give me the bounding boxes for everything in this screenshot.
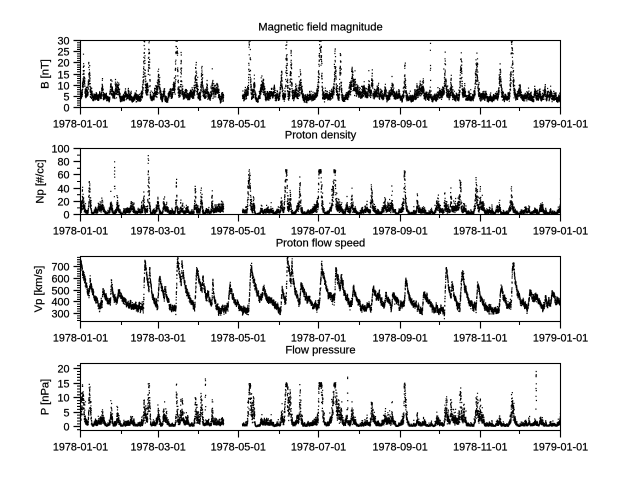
svg-text:1978-05-01: 1978-05-01 [211, 333, 266, 345]
svg-text:1978-07-01: 1978-07-01 [291, 119, 346, 131]
svg-text:1978-11-01: 1978-11-01 [453, 119, 507, 131]
svg-text:Proton density: Proton density [285, 130, 357, 142]
svg-text:500: 500 [51, 285, 69, 297]
svg-text:1978-07-01: 1978-07-01 [291, 442, 346, 454]
svg-text:1978-11-01: 1978-11-01 [453, 226, 507, 238]
svg-text:1978-09-01: 1978-09-01 [372, 442, 427, 454]
svg-text:0: 0 [63, 421, 69, 433]
svg-text:Magnetic field magnitude: Magnetic field magnitude [258, 22, 382, 34]
svg-text:1978-09-01: 1978-09-01 [372, 119, 427, 131]
svg-text:1978-03-01: 1978-03-01 [130, 226, 185, 238]
svg-text:600: 600 [51, 273, 69, 285]
svg-text:10: 10 [57, 80, 69, 92]
svg-text:40: 40 [57, 183, 69, 195]
svg-text:1978-01-01: 1978-01-01 [53, 442, 108, 454]
svg-text:P [nPa]: P [nPa] [39, 379, 51, 416]
svg-text:1978-01-01: 1978-01-01 [53, 333, 108, 345]
svg-text:1979-01-01: 1979-01-01 [533, 119, 588, 131]
svg-text:1978-05-01: 1978-05-01 [211, 442, 266, 454]
svg-text:1978-07-01: 1978-07-01 [291, 226, 346, 238]
svg-text:Vp [km/s]: Vp [km/s] [33, 266, 45, 313]
svg-text:1978-01-01: 1978-01-01 [53, 119, 108, 131]
svg-text:Np [#/cc]: Np [#/cc] [35, 159, 47, 203]
svg-text:30: 30 [57, 35, 69, 47]
svg-text:5: 5 [63, 91, 69, 103]
svg-text:1978-03-01: 1978-03-01 [130, 442, 185, 454]
svg-text:60: 60 [57, 169, 69, 181]
svg-text:400: 400 [51, 296, 69, 308]
svg-text:700: 700 [51, 261, 69, 273]
svg-text:20: 20 [57, 363, 69, 375]
svg-text:Proton flow speed: Proton flow speed [276, 238, 366, 250]
svg-text:1978-01-01: 1978-01-01 [53, 226, 108, 238]
svg-text:1979-01-01: 1979-01-01 [533, 442, 588, 454]
svg-text:1979-01-01: 1979-01-01 [533, 226, 588, 238]
svg-text:15: 15 [57, 69, 69, 81]
svg-text:80: 80 [57, 156, 69, 168]
svg-text:300: 300 [51, 308, 69, 320]
svg-text:1978-03-01: 1978-03-01 [130, 333, 185, 345]
svg-text:1978-03-01: 1978-03-01 [130, 119, 185, 131]
svg-text:20: 20 [57, 196, 69, 208]
svg-text:1978-05-01: 1978-05-01 [211, 226, 266, 238]
svg-text:100: 100 [51, 143, 69, 155]
svg-text:1978-07-01: 1978-07-01 [291, 333, 346, 345]
svg-text:1979-01-01: 1979-01-01 [533, 333, 588, 345]
svg-text:1978-11-01: 1978-11-01 [453, 442, 507, 454]
svg-text:1978-09-01: 1978-09-01 [372, 226, 427, 238]
svg-text:1978-05-01: 1978-05-01 [211, 119, 266, 131]
svg-text:1978-09-01: 1978-09-01 [372, 333, 427, 345]
svg-text:10: 10 [57, 392, 69, 404]
svg-text:B [nT]: B [nT] [40, 59, 52, 89]
svg-text:0: 0 [63, 102, 69, 114]
svg-text:Flow pressure: Flow pressure [285, 345, 355, 357]
svg-text:1978-11-01: 1978-11-01 [453, 333, 507, 345]
svg-text:15: 15 [57, 378, 69, 390]
svg-text:0: 0 [63, 209, 69, 221]
svg-text:20: 20 [57, 57, 69, 69]
svg-text:5: 5 [63, 407, 69, 419]
svg-text:25: 25 [57, 46, 69, 58]
